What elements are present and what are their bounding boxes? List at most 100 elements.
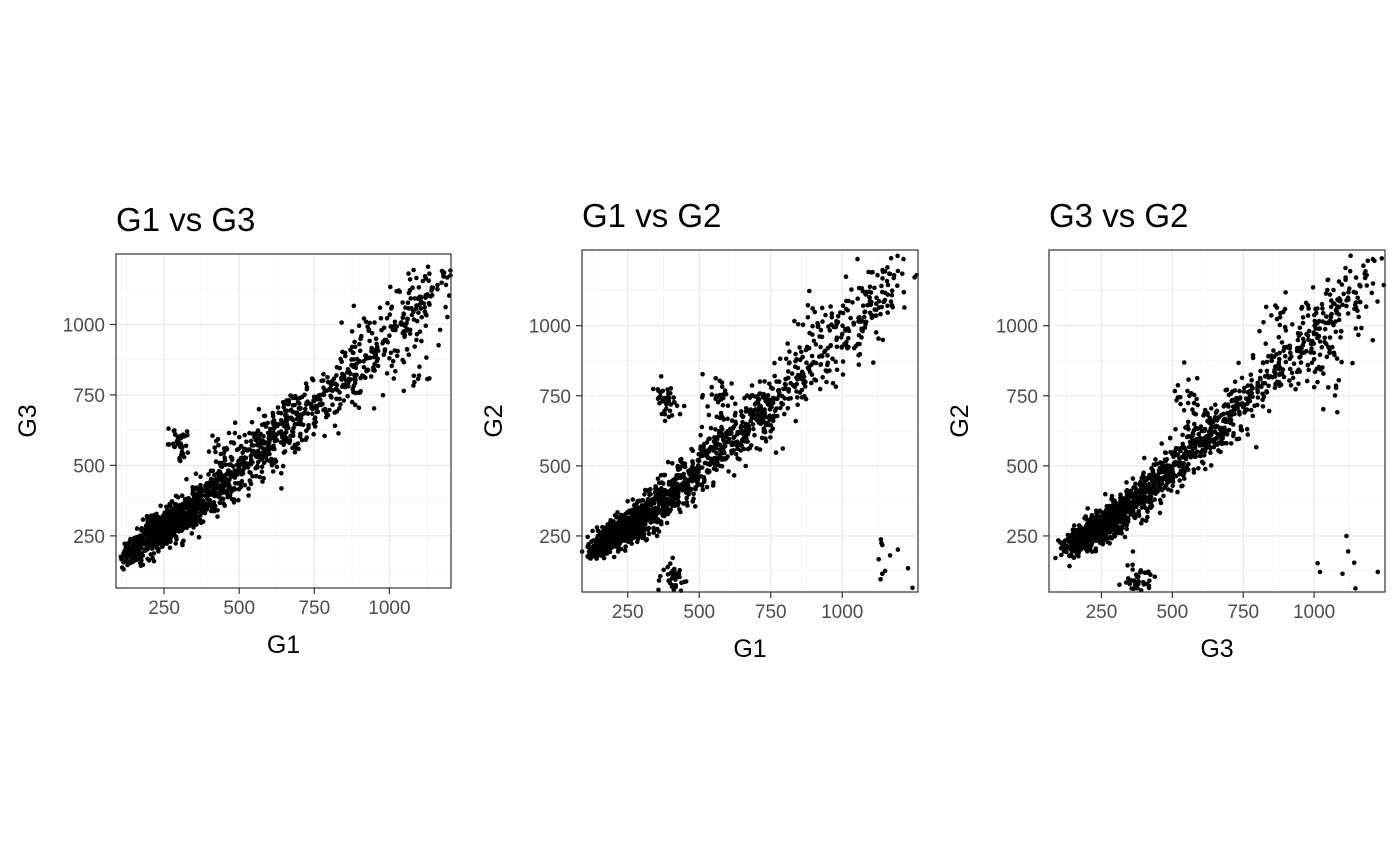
data-point — [373, 352, 379, 358]
data-point — [1264, 368, 1270, 374]
data-point — [328, 393, 333, 399]
data-point — [840, 372, 846, 377]
data-point — [249, 442, 255, 448]
data-point — [782, 396, 787, 401]
data-point — [185, 450, 191, 455]
data-point — [337, 390, 342, 395]
data-point — [272, 438, 278, 444]
data-point — [640, 497, 646, 503]
data-point — [173, 493, 179, 499]
data-point — [732, 413, 738, 418]
data-point — [676, 571, 682, 577]
data-point — [1149, 466, 1154, 471]
data-point — [890, 304, 895, 310]
data-point — [722, 456, 727, 461]
data-point — [1139, 490, 1145, 495]
data-point — [693, 504, 698, 509]
data-point — [343, 353, 348, 359]
data-point — [799, 349, 804, 355]
data-point — [350, 386, 356, 392]
data-point — [869, 299, 874, 305]
data-point — [241, 459, 247, 465]
data-point — [1347, 286, 1352, 291]
data-point — [334, 364, 340, 370]
data-point — [901, 256, 906, 262]
data-point — [322, 433, 327, 439]
data-point — [721, 417, 727, 422]
data-point — [1258, 368, 1263, 374]
data-point — [708, 425, 714, 431]
data-point — [217, 490, 222, 495]
data-point — [368, 374, 374, 379]
data-point — [735, 439, 740, 445]
data-point — [1172, 449, 1178, 454]
data-point — [746, 428, 751, 434]
data-point — [1115, 527, 1121, 532]
data-point — [880, 337, 886, 343]
data-point — [175, 434, 181, 440]
data-point — [861, 314, 867, 320]
data-point — [625, 499, 630, 504]
data-point — [1333, 319, 1338, 324]
data-point — [1272, 385, 1278, 391]
data-point — [885, 265, 890, 270]
data-point — [318, 397, 323, 402]
data-point — [655, 509, 660, 514]
data-point — [642, 522, 648, 527]
data-point — [887, 553, 893, 558]
data-point — [1356, 332, 1361, 338]
data-point — [224, 445, 229, 451]
data-point — [1255, 402, 1260, 408]
data-point — [664, 400, 670, 406]
data-point — [121, 566, 126, 572]
data-point — [1175, 446, 1181, 452]
data-point — [1329, 298, 1334, 303]
data-point — [1260, 360, 1266, 365]
data-point — [818, 327, 824, 333]
data-point — [900, 271, 905, 277]
data-point — [1264, 359, 1270, 365]
data-point — [1214, 418, 1220, 423]
data-point — [1102, 521, 1108, 526]
data-point — [699, 483, 705, 488]
data-point — [179, 515, 184, 520]
data-point — [656, 529, 662, 534]
data-point — [311, 398, 316, 403]
data-point — [182, 497, 188, 502]
data-point — [1324, 354, 1330, 360]
data-point — [392, 348, 398, 353]
data-point — [685, 483, 691, 488]
data-point — [1336, 279, 1342, 284]
data-point — [257, 474, 263, 480]
data-point — [1268, 354, 1274, 359]
data-point — [295, 400, 301, 405]
data-point — [720, 449, 726, 454]
data-point — [132, 557, 138, 563]
data-point — [1140, 486, 1145, 491]
data-point — [658, 390, 663, 396]
data-point — [353, 402, 358, 408]
data-point — [303, 406, 308, 412]
data-point — [657, 400, 662, 406]
data-point — [215, 514, 220, 519]
data-point — [807, 288, 812, 294]
data-point — [167, 545, 173, 551]
data-point — [401, 388, 407, 394]
data-point — [1245, 432, 1251, 437]
data-point — [418, 299, 424, 304]
data-point — [422, 274, 428, 279]
data-point — [278, 418, 284, 423]
data-point — [1124, 480, 1129, 485]
data-point — [887, 271, 893, 277]
data-point — [163, 540, 168, 545]
data-point — [801, 374, 807, 380]
data-point — [1087, 535, 1093, 540]
data-point — [170, 527, 175, 532]
data-point — [1250, 413, 1256, 419]
data-point — [156, 546, 161, 552]
data-point — [671, 395, 676, 400]
data-point — [1151, 480, 1157, 486]
data-point — [191, 525, 196, 530]
data-point — [1249, 377, 1254, 383]
data-point — [1320, 306, 1325, 311]
